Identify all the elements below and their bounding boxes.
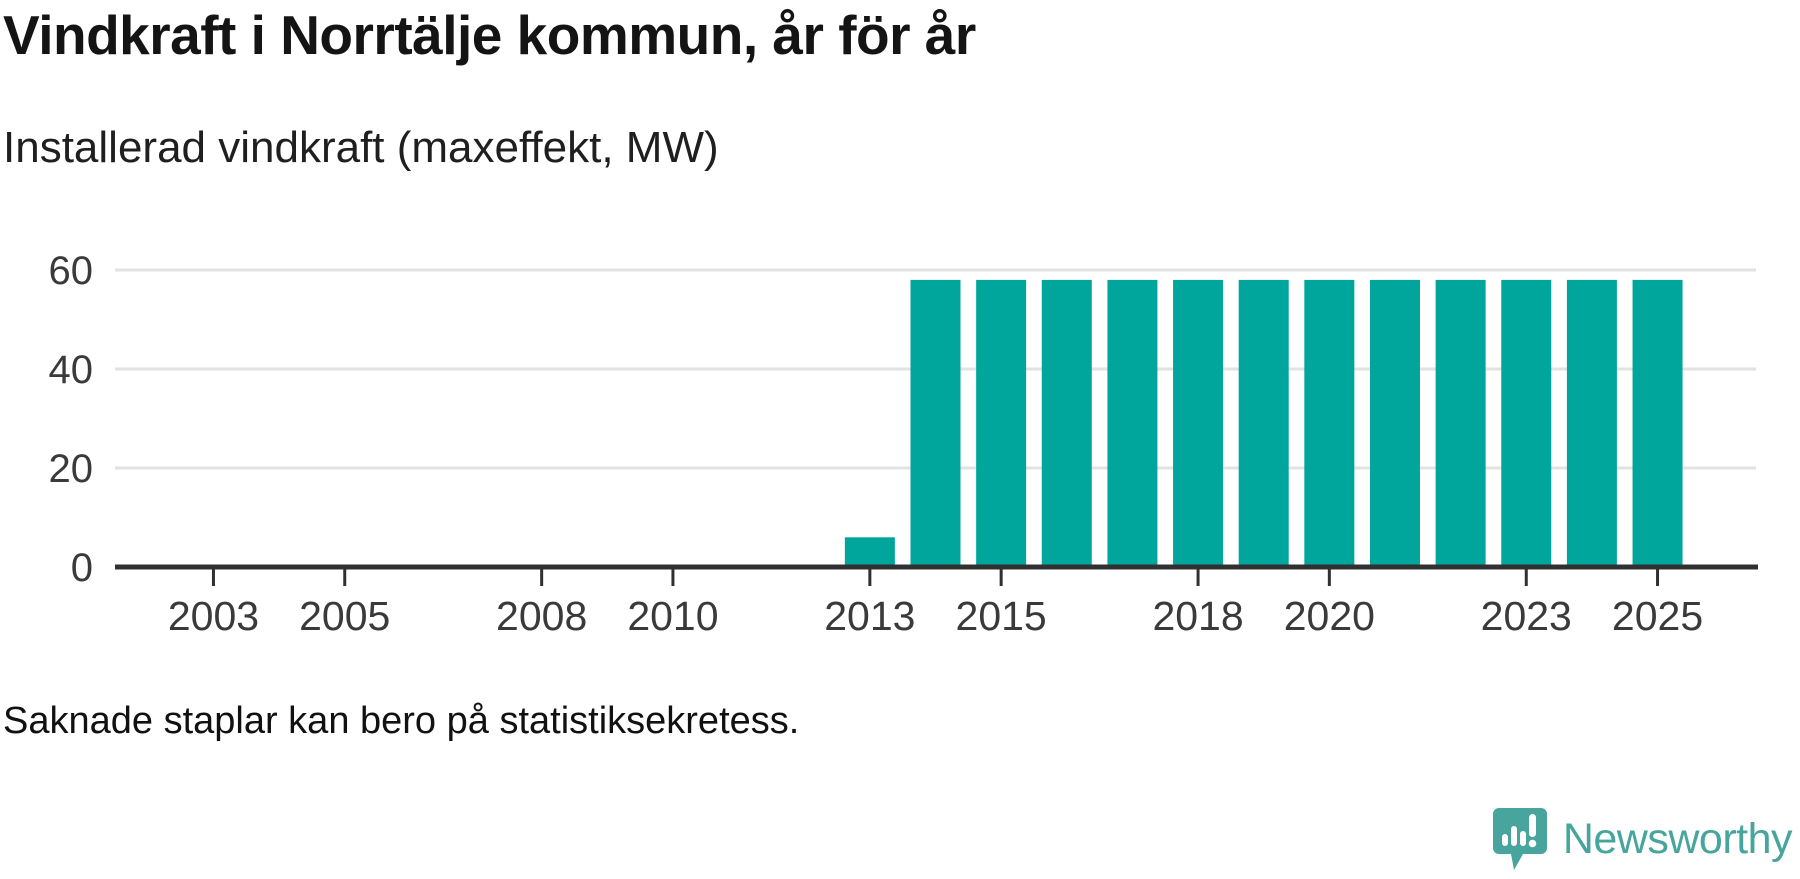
x-tick-label-2013: 2013	[824, 593, 915, 639]
exclamation-dot	[1528, 839, 1537, 848]
x-tick-label-2008: 2008	[496, 593, 587, 639]
x-tick-label-2003: 2003	[168, 593, 259, 639]
bar-glyph-2	[1510, 826, 1517, 846]
x-tick-label-2023: 2023	[1481, 593, 1572, 639]
exclamation-stem	[1528, 814, 1536, 837]
y-tick-label-40: 40	[49, 348, 94, 392]
x-tick-label-2020: 2020	[1284, 593, 1375, 639]
bar-2022	[1435, 279, 1486, 569]
y-tick-label-60: 60	[49, 249, 94, 293]
newsworthy-logo: Newsworthy	[1491, 806, 1793, 872]
x-tick-label-2010: 2010	[627, 593, 718, 639]
bar-2017	[1107, 279, 1158, 569]
chart-subtitle: Installerad vindkraft (maxeffekt, MW)	[3, 123, 719, 172]
bar-2023	[1501, 279, 1552, 569]
x-tick-label-2018: 2018	[1152, 593, 1243, 639]
bar-2018	[1173, 279, 1224, 569]
x-tick-label-2005: 2005	[299, 593, 390, 639]
bar-2021	[1369, 279, 1420, 569]
x-tick-label-2025: 2025	[1612, 593, 1703, 639]
x-axis-line	[115, 564, 1758, 570]
bar-2015	[976, 279, 1027, 569]
bar-2019	[1238, 279, 1289, 569]
newsworthy-speech-bubble-bar-chart-icon	[1492, 808, 1547, 870]
y-tick-label-0: 0	[71, 546, 93, 590]
bar-2014	[910, 279, 961, 569]
bar-2013	[844, 537, 895, 569]
bar-2024	[1566, 279, 1617, 569]
bar-glyph-3	[1519, 831, 1526, 846]
bar-glyph-1	[1501, 834, 1508, 846]
bar-2016	[1041, 279, 1092, 569]
bar-2025	[1632, 279, 1683, 569]
newsworthy-logo-text: Newsworthy	[1562, 814, 1793, 863]
chart-title: Vindkraft i Norrtälje kommun, år för år	[3, 4, 976, 66]
y-tick-label-20: 20	[49, 447, 94, 491]
x-tick-label-2015: 2015	[956, 593, 1047, 639]
bar-2020	[1304, 279, 1355, 569]
chart-footnote: Saknade staplar kan bero på statistiksek…	[3, 700, 800, 742]
